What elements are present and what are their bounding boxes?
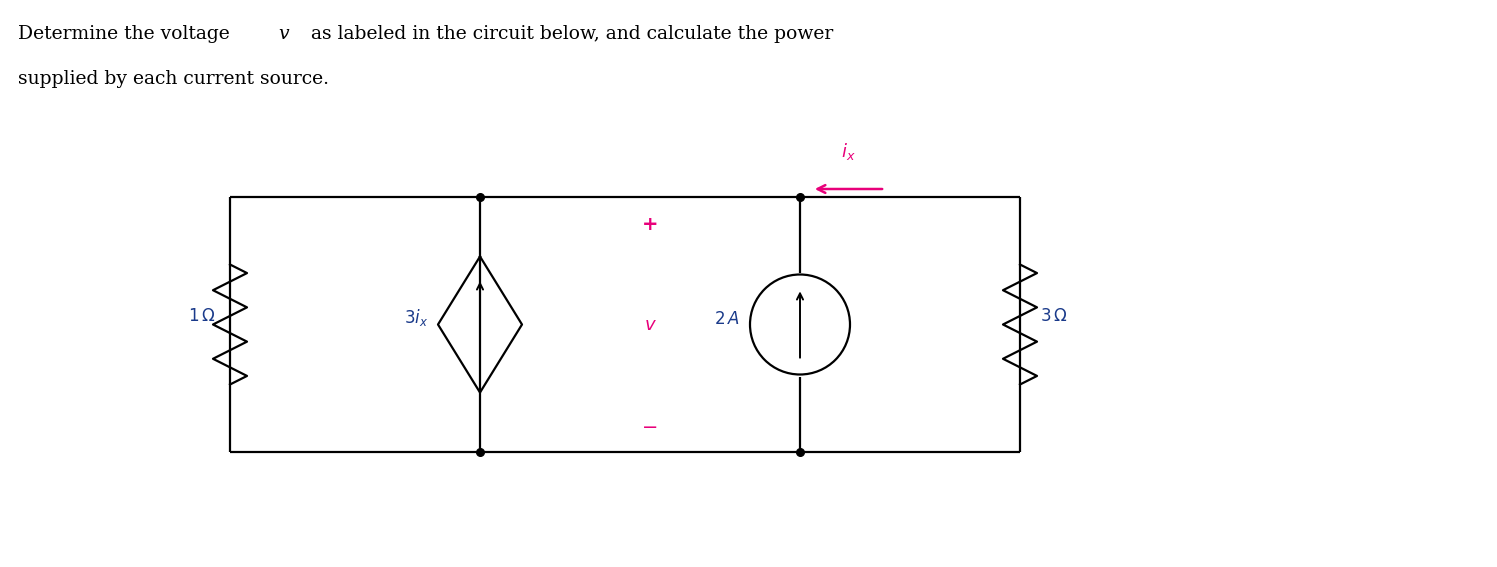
- Text: supplied by each current source.: supplied by each current source.: [18, 70, 329, 88]
- Text: −: −: [642, 417, 659, 437]
- Text: $3i_x$: $3i_x$: [404, 307, 428, 328]
- Text: $3\,\Omega$: $3\,\Omega$: [1040, 308, 1067, 325]
- Text: $2\,A$: $2\,A$: [714, 311, 740, 328]
- Text: as labeled in the circuit below, and calculate the power: as labeled in the circuit below, and cal…: [305, 25, 834, 43]
- Text: +: +: [642, 215, 659, 235]
- Text: Determine the voltage: Determine the voltage: [18, 25, 235, 43]
- Text: $v$: $v$: [644, 315, 657, 333]
- Text: v: v: [278, 25, 289, 43]
- Text: $i_x$: $i_x$: [841, 141, 856, 162]
- Text: $1\,\Omega$: $1\,\Omega$: [187, 308, 216, 325]
